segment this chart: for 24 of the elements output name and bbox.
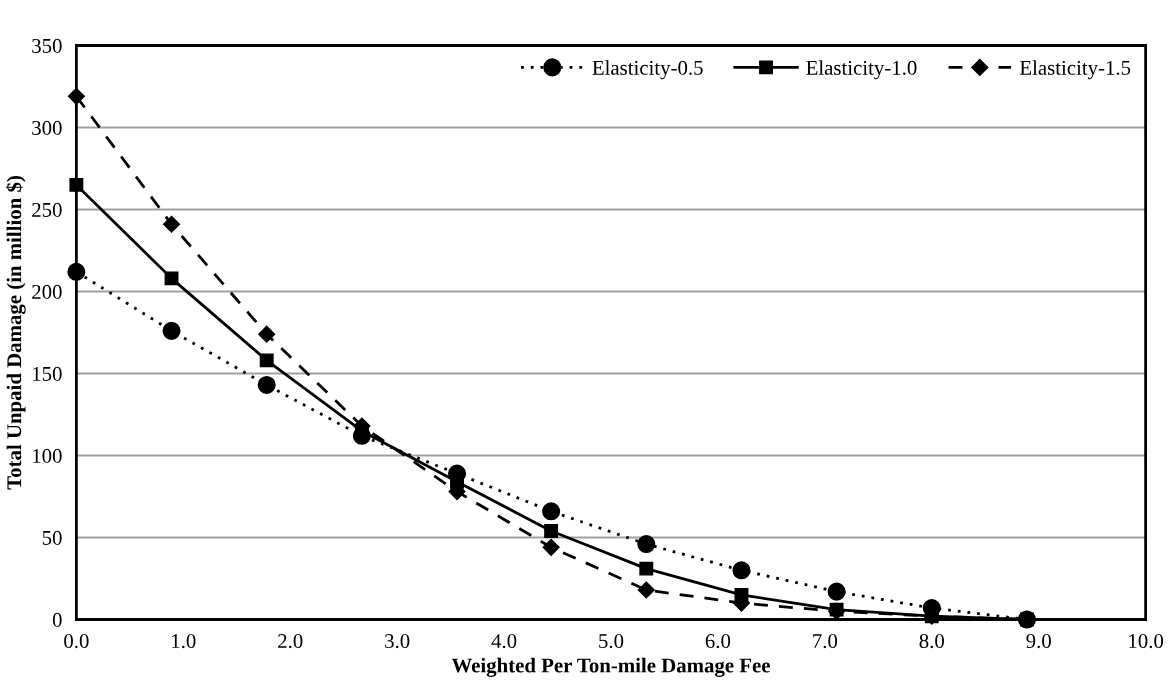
x-tick-label: 9.0	[1026, 633, 1051, 649]
legend-label: Elasticity-0.5	[592, 60, 703, 80]
x-axis-title: Weighted Per Ton-mile Damage Fee	[451, 657, 770, 677]
x-tick-label: 5.0	[599, 633, 624, 649]
y-tick-label: 200	[32, 284, 62, 299]
y-tick-label: 350	[32, 38, 62, 53]
x-tick-label: 7.0	[813, 633, 838, 649]
x-tick-label: 0.0	[64, 633, 89, 649]
y-tick-label: 250	[32, 202, 62, 217]
x-tick-label: 2.0	[278, 633, 303, 649]
y-tick-label: 150	[33, 366, 62, 381]
x-tick-label: 1.0	[172, 633, 196, 649]
y-tick-label: 50	[42, 530, 62, 545]
x-tick-label: 6.0	[705, 633, 731, 649]
x-tick-label: 4.0	[491, 633, 517, 649]
y-tick-label: 300	[32, 120, 62, 135]
x-tick-label: 10.0	[1129, 633, 1164, 649]
legend-label: Elasticity-1.0	[806, 60, 917, 80]
y-axis-title: Total Unpaid Damage (in million $)	[6, 176, 26, 490]
y-tick-label: 100	[33, 448, 62, 463]
x-tick-label: 3.0	[385, 633, 410, 649]
legend-label: Elasticity-1.5	[1019, 60, 1131, 80]
y-tick-label: 0	[52, 612, 62, 627]
x-tick-label: 8.0	[919, 633, 944, 649]
